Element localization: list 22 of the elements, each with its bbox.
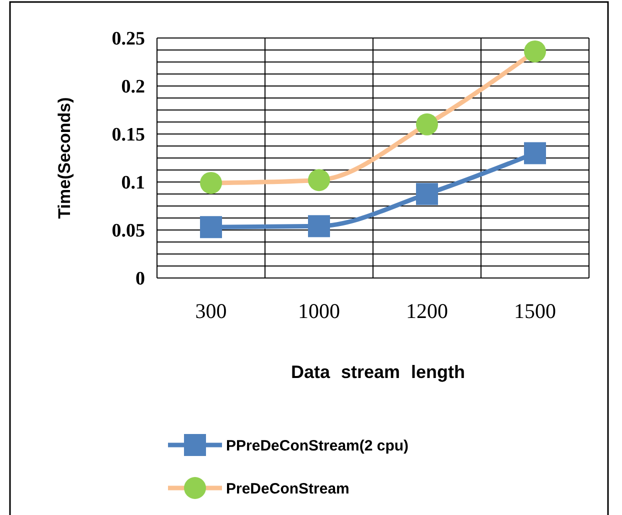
x-tick-label: 1000 [298,299,340,323]
point [416,183,438,205]
point [308,169,330,192]
x-tick-label: 300 [195,299,227,323]
point [200,172,222,194]
point [524,40,546,62]
y-tick-label: 0.15 [112,124,145,146]
legend-label: PPreDeConStream(2 cpu) [226,437,409,454]
point [308,215,330,238]
point [200,216,222,238]
y-tick-label: 0.05 [112,220,145,242]
y-axis-title: Time(Seconds) [55,97,74,219]
y-tick-label: 0.25 [112,28,145,50]
y-tick-label: 0.2 [121,76,145,98]
legend-label: PreDeConStream [226,480,350,498]
point [416,113,438,136]
x-axis-title: Data stream length [290,362,466,382]
point [524,142,546,164]
x-tick-label: 1500 [514,299,556,323]
y-tick-label: 0 [136,268,145,290]
y-tick-label: 0.1 [121,172,145,194]
x-tick-label: 1200 [406,299,448,323]
